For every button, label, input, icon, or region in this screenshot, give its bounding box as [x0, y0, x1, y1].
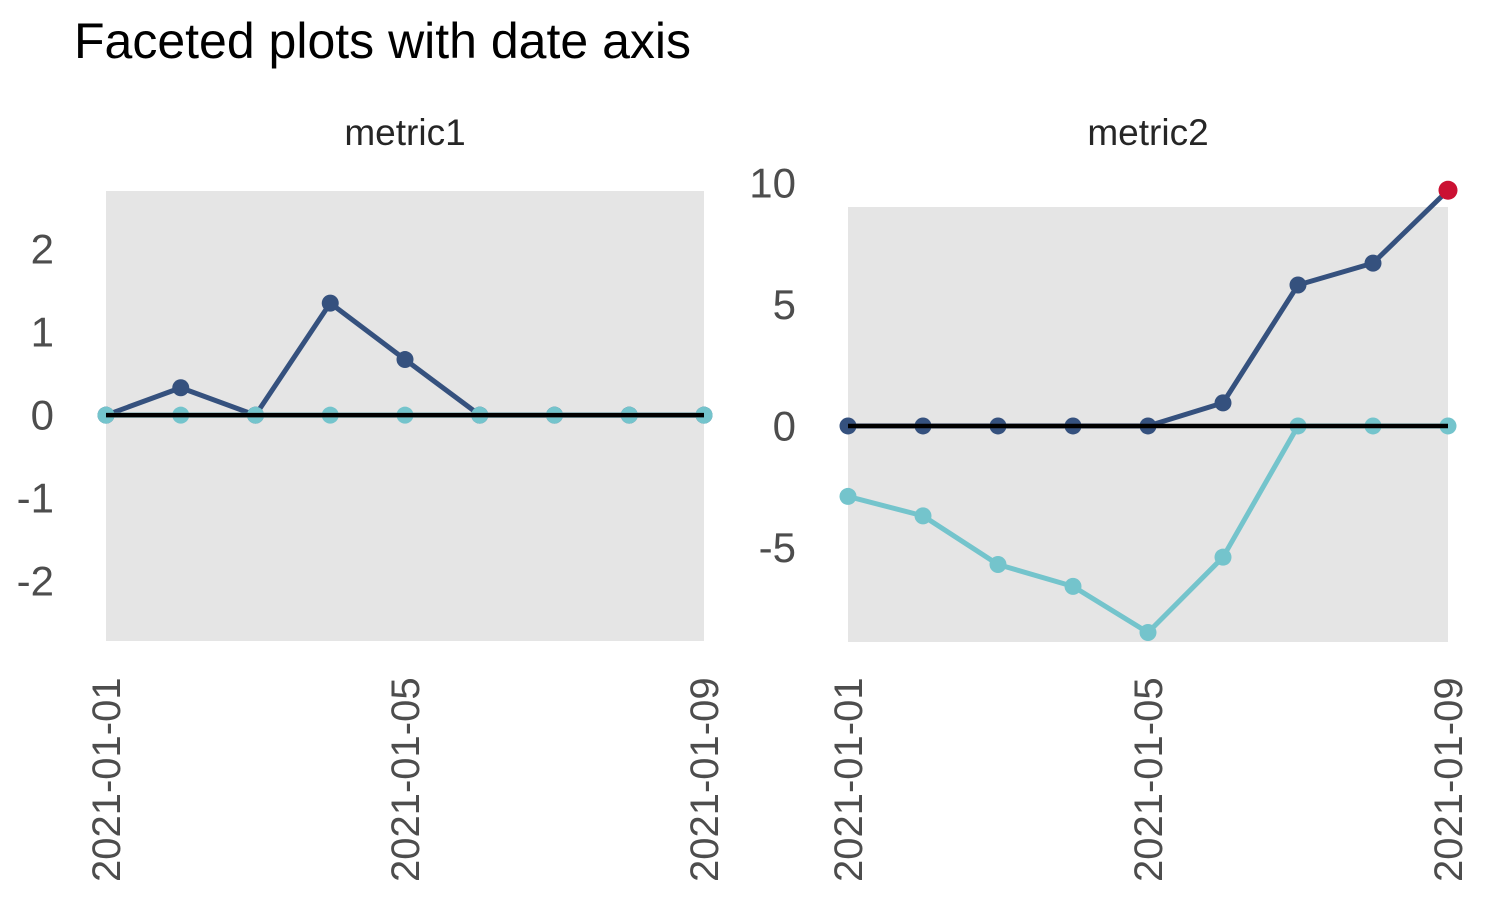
- y-tick-label: -2: [17, 558, 54, 605]
- x-tick-label: 2021-01-05: [384, 677, 428, 882]
- panel-metric1: -2 -1 0 1 2 2021-01-01 2021-01-05 2021-01-09: [17, 191, 727, 882]
- data-point-baseline: [1064, 577, 1082, 595]
- y-tick-label: 1: [31, 309, 54, 356]
- y-tick-label: -5: [759, 524, 796, 571]
- y-tick-label: 0: [31, 392, 54, 439]
- y-tick-label: 2: [31, 226, 54, 273]
- data-point-value: [1289, 276, 1307, 294]
- panel-metric2: -5 0 5 10 2021-01-01 2021-01-05 2021-01-09: [749, 159, 1471, 882]
- highlight-point: [1438, 180, 1458, 200]
- chart-panels: -2 -1 0 1 2 2021-01-01 2021-01-05 2021-01-09 -5 0…: [17, 159, 1471, 882]
- data-point-baseline: [914, 507, 932, 525]
- data-point-value: [1214, 394, 1232, 412]
- facet-label-metric1: metric1: [344, 112, 465, 153]
- x-tick-label: 2021-01-01: [827, 677, 871, 882]
- data-point-baseline: [1139, 624, 1157, 642]
- x-tick-label: 2021-01-09: [1427, 677, 1471, 882]
- data-point-baseline: [989, 555, 1007, 573]
- data-point-value: [321, 294, 339, 312]
- data-point-value: [172, 379, 190, 397]
- x-tick-label: 2021-01-09: [683, 677, 727, 882]
- chart-title: Faceted plots with date axis: [74, 13, 691, 69]
- facet-label-metric2: metric2: [1087, 112, 1208, 153]
- data-point-baseline: [1214, 548, 1232, 566]
- data-point-value: [1364, 254, 1382, 272]
- data-point-value: [396, 351, 414, 369]
- data-point-baseline: [839, 487, 857, 505]
- y-tick-label: -1: [17, 475, 54, 522]
- y-tick-label: 10: [749, 159, 796, 206]
- y-tick-label: 5: [773, 281, 796, 328]
- x-tick-label: 2021-01-01: [85, 677, 129, 882]
- x-tick-label: 2021-01-05: [1127, 677, 1171, 882]
- y-tick-label: 0: [773, 402, 796, 449]
